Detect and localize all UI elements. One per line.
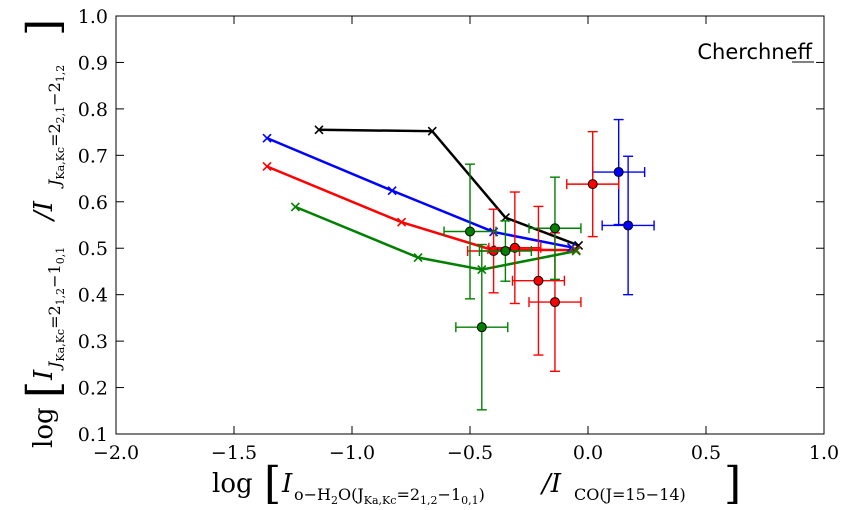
x-label-sub5: ) — [479, 485, 485, 504]
y-label-sub1: J — [45, 360, 64, 371]
y-tick-label: 0.9 — [78, 52, 108, 74]
svg-text:JKa,Kc=22,1−21,2: JKa,Kc=22,1−21,2 — [45, 65, 67, 189]
x-label-sub3: =2 — [396, 485, 420, 504]
observed-point — [566, 130, 620, 238]
series-marker-green — [290, 202, 300, 212]
series-marker-blue — [387, 186, 397, 196]
y-label-sub3-sub: 0,1 — [54, 247, 67, 265]
axis-ticks — [115, 15, 825, 435]
x-label-sub1-sub: 2 — [331, 494, 338, 507]
x-tick-label: 1.0 — [809, 442, 839, 464]
x-tick-label: −1.5 — [211, 442, 257, 464]
y-tick-label: 0.5 — [78, 238, 108, 260]
observed-point — [488, 191, 542, 305]
x-tick-label: 0.0 — [573, 442, 603, 464]
observed-point — [601, 155, 655, 296]
observed-point — [455, 243, 509, 411]
y-label-sub5-sub: 2,1 — [54, 106, 67, 124]
series-marker-red — [262, 161, 272, 172]
series-line-green — [294, 205, 577, 271]
x-tick-label: −2.0 — [93, 442, 139, 464]
x-label-main: I — [281, 469, 293, 499]
x-label-div: /I — [539, 469, 562, 499]
svg-text:]: ] — [18, 19, 69, 36]
y-label-sub6: −2 — [45, 82, 64, 106]
x-label-sub2: O(J — [338, 485, 364, 504]
y-tick-label: 0.3 — [78, 331, 108, 353]
annotation-cherchneff: Cherchneff — [697, 40, 812, 64]
series-line-blue — [266, 136, 572, 249]
x-label-sub1: o−H — [294, 485, 331, 504]
x-axis-label: log [ I o−H2O(JKa,Kc=21,2−10,1) /I CO(J=… — [212, 458, 741, 509]
observed-point — [528, 176, 582, 281]
y-tick-labels: 0.1 0.2 0.3 0.4 0.5 0.6 0.7 0.8 0.9 1.0 — [78, 6, 108, 446]
x-label-sub3-sub: 1,2 — [420, 494, 438, 507]
svg-text:[: [ — [18, 381, 69, 398]
x-tick-label: 0.5 — [691, 442, 721, 464]
svg-text:]: ] — [724, 458, 741, 509]
x-label-sub2-sub: Ka,Kc — [364, 494, 397, 507]
model-series-lines — [266, 128, 580, 271]
series-marker-black — [314, 125, 324, 135]
x-label-sub4-sub: 0,1 — [461, 494, 479, 507]
y-label-sub1-sub: Ka,Kc — [54, 329, 67, 362]
x-label-sub6: CO(J=15−14) — [574, 485, 686, 504]
series-marker-black — [573, 240, 584, 251]
x-tick-label: −0.5 — [447, 442, 493, 464]
svg-text:[: [ — [264, 458, 281, 509]
x-tick-label: −1.0 — [329, 442, 375, 464]
svg-text:JKa,Kc=21,2−10,1: JKa,Kc=21,2−10,1 — [45, 247, 67, 371]
y-axis-label: log [ I JKa,Kc=21,2−10,1 /I JKa,Kc=22,1−… — [18, 19, 69, 448]
observed-point — [511, 205, 566, 356]
svg-text:log: log — [212, 469, 253, 499]
y-label-sub2-sub: 1,2 — [54, 288, 67, 306]
y-label-sub6-sub: 1,2 — [54, 65, 67, 83]
series-line-black — [318, 128, 580, 247]
svg-text:o−H2O(JKa,Kc=21,2−10,1): o−H2O(JKa,Kc=21,2−10,1) — [294, 485, 485, 507]
y-label-sub4-sub: Ka,Kc — [54, 147, 67, 180]
y-label-div: /I — [29, 200, 59, 223]
y-label-main: I — [29, 369, 59, 381]
y-label-sub4: J — [45, 178, 64, 189]
series-marker-red — [396, 217, 407, 227]
y-tick-label: 0.4 — [78, 285, 108, 307]
observed-point — [443, 163, 497, 300]
y-tick-label: 0.6 — [78, 192, 108, 214]
observed-points — [443, 118, 655, 411]
series-marker-black — [427, 126, 437, 136]
series-line-red — [266, 165, 577, 252]
y-label-sub2: =2 — [45, 305, 64, 329]
y-tick-label: 1.0 — [78, 6, 108, 28]
y-label-sub3: −1 — [45, 264, 64, 288]
series-marker-green — [571, 246, 581, 256]
observed-point — [592, 118, 646, 226]
series-marker-green — [413, 252, 423, 263]
x-label-prefix: log — [212, 469, 253, 499]
series-marker-blue — [262, 133, 272, 143]
x-label-sub4: −1 — [438, 485, 462, 504]
y-tick-label: 0.7 — [78, 145, 108, 167]
observed-point — [478, 220, 533, 282]
y-tick-label: 0.8 — [78, 99, 108, 121]
y-label-sub5: =2 — [45, 123, 64, 147]
y-label-prefix: log — [29, 407, 59, 448]
y-tick-label: 0.1 — [78, 424, 108, 446]
x-tick-labels: −2.0 −1.5 −1.0 −0.5 0.0 0.5 1.0 — [93, 442, 839, 464]
y-tick-label: 0.2 — [78, 378, 108, 400]
